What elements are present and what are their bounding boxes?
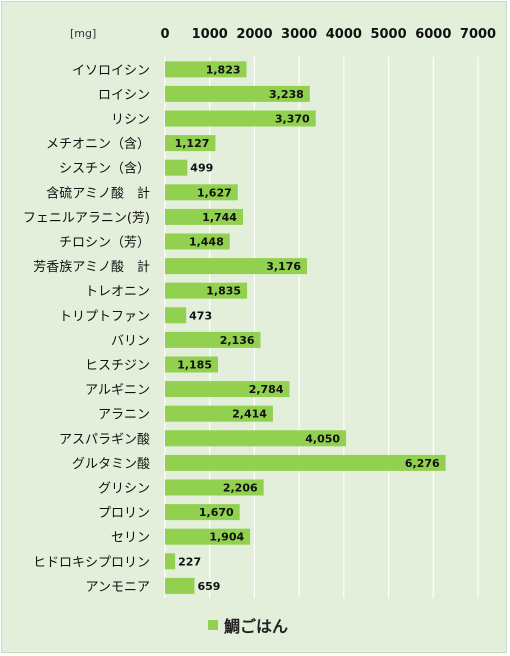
bar bbox=[165, 258, 308, 275]
bar bbox=[165, 504, 240, 521]
bar bbox=[165, 356, 218, 373]
category-label: 芳香族アミノ酸 計 bbox=[33, 259, 150, 275]
x-tick-label: 1000 bbox=[192, 27, 228, 42]
category-label: アルギニン bbox=[85, 383, 150, 398]
legend-label: 鯛ごはん bbox=[224, 617, 288, 636]
category-label: ヒスチジン bbox=[85, 359, 150, 374]
category-label: シスチン（含） bbox=[59, 161, 150, 177]
category-label: リシン bbox=[111, 113, 150, 128]
bar bbox=[165, 553, 176, 570]
x-tick-label: 3000 bbox=[281, 27, 317, 42]
data-label: 3,176 bbox=[266, 260, 301, 273]
data-label: 1,185 bbox=[177, 359, 212, 372]
data-label: 2,206 bbox=[223, 482, 258, 495]
data-label: 3,238 bbox=[269, 88, 304, 101]
bars bbox=[165, 61, 446, 594]
bar bbox=[165, 307, 187, 324]
category-label: バリン bbox=[111, 334, 150, 349]
category-label: フェニルアラニン(芳) bbox=[23, 211, 150, 226]
data-label: 4,050 bbox=[305, 432, 340, 445]
data-label: 1,127 bbox=[175, 137, 210, 150]
legend-swatch bbox=[208, 620, 218, 630]
bar bbox=[165, 331, 261, 348]
category-label: セリン bbox=[111, 531, 150, 546]
data-labels: 1,823 3,238 3,370 1,127 499 1,627 1,744 1,448 3,… bbox=[175, 63, 440, 593]
bar bbox=[165, 85, 310, 102]
category-label: メチオニン（含） bbox=[46, 136, 150, 152]
bar bbox=[165, 184, 238, 201]
bar bbox=[165, 381, 290, 398]
bar bbox=[165, 159, 188, 176]
category-label: アンモニア bbox=[86, 580, 150, 595]
bar bbox=[165, 528, 251, 545]
x-tick-label: 4000 bbox=[326, 27, 362, 42]
category-label: ヒドロキシプロリン bbox=[33, 555, 150, 570]
category-label: グリシン bbox=[98, 482, 150, 497]
bar bbox=[165, 479, 264, 496]
unit-label: [mg] bbox=[70, 27, 96, 40]
x-tick-label: 7000 bbox=[460, 27, 496, 42]
category-label: プロリン bbox=[98, 506, 150, 521]
data-label: 3,370 bbox=[275, 113, 310, 126]
data-label: 6,276 bbox=[405, 457, 440, 470]
data-label: 473 bbox=[189, 309, 212, 322]
legend: 鯛ごはん bbox=[208, 617, 288, 636]
data-label: 2,784 bbox=[249, 383, 284, 396]
x-tick-label: 0 bbox=[160, 27, 169, 42]
category-label: ロイシン bbox=[98, 88, 150, 103]
data-label: 1,904 bbox=[209, 531, 244, 544]
data-label: 1,448 bbox=[189, 236, 224, 249]
data-label: 2,414 bbox=[232, 408, 267, 421]
data-label: 227 bbox=[178, 555, 201, 568]
bar bbox=[165, 282, 248, 299]
category-label: グルタミン酸 bbox=[72, 457, 150, 472]
data-label: 499 bbox=[190, 162, 213, 175]
category-label: アラニン bbox=[98, 408, 150, 423]
bar bbox=[165, 454, 446, 471]
data-label: 2,136 bbox=[220, 334, 255, 347]
data-label: 1,627 bbox=[197, 186, 232, 199]
bar bbox=[165, 430, 347, 447]
bar bbox=[165, 135, 216, 152]
x-axis-ticks: 0 1000 2000 3000 4000 5000 6000 7000 bbox=[160, 27, 496, 42]
x-tick-label: 6000 bbox=[415, 27, 451, 42]
bar bbox=[165, 61, 247, 78]
bar bbox=[165, 405, 273, 422]
data-label: 1,823 bbox=[206, 63, 241, 76]
data-label: 659 bbox=[197, 580, 220, 593]
bar bbox=[165, 110, 316, 127]
data-label: 1,835 bbox=[206, 285, 241, 298]
category-label: トリプトファン bbox=[59, 309, 150, 324]
category-label: チロシン（芳） bbox=[59, 236, 150, 251]
bar bbox=[165, 208, 243, 225]
bar bbox=[165, 233, 230, 250]
bar bbox=[165, 577, 195, 594]
x-tick-label: 5000 bbox=[370, 27, 406, 42]
data-label: 1,744 bbox=[202, 211, 237, 224]
category-label: トレオニン bbox=[85, 285, 150, 300]
x-tick-label: 2000 bbox=[236, 27, 272, 42]
data-label: 1,670 bbox=[199, 506, 234, 519]
category-label: イソロイシン bbox=[72, 63, 150, 78]
category-label: 含硫アミノ酸 計 bbox=[46, 185, 150, 201]
category-label: アスパラギン酸 bbox=[59, 432, 150, 447]
